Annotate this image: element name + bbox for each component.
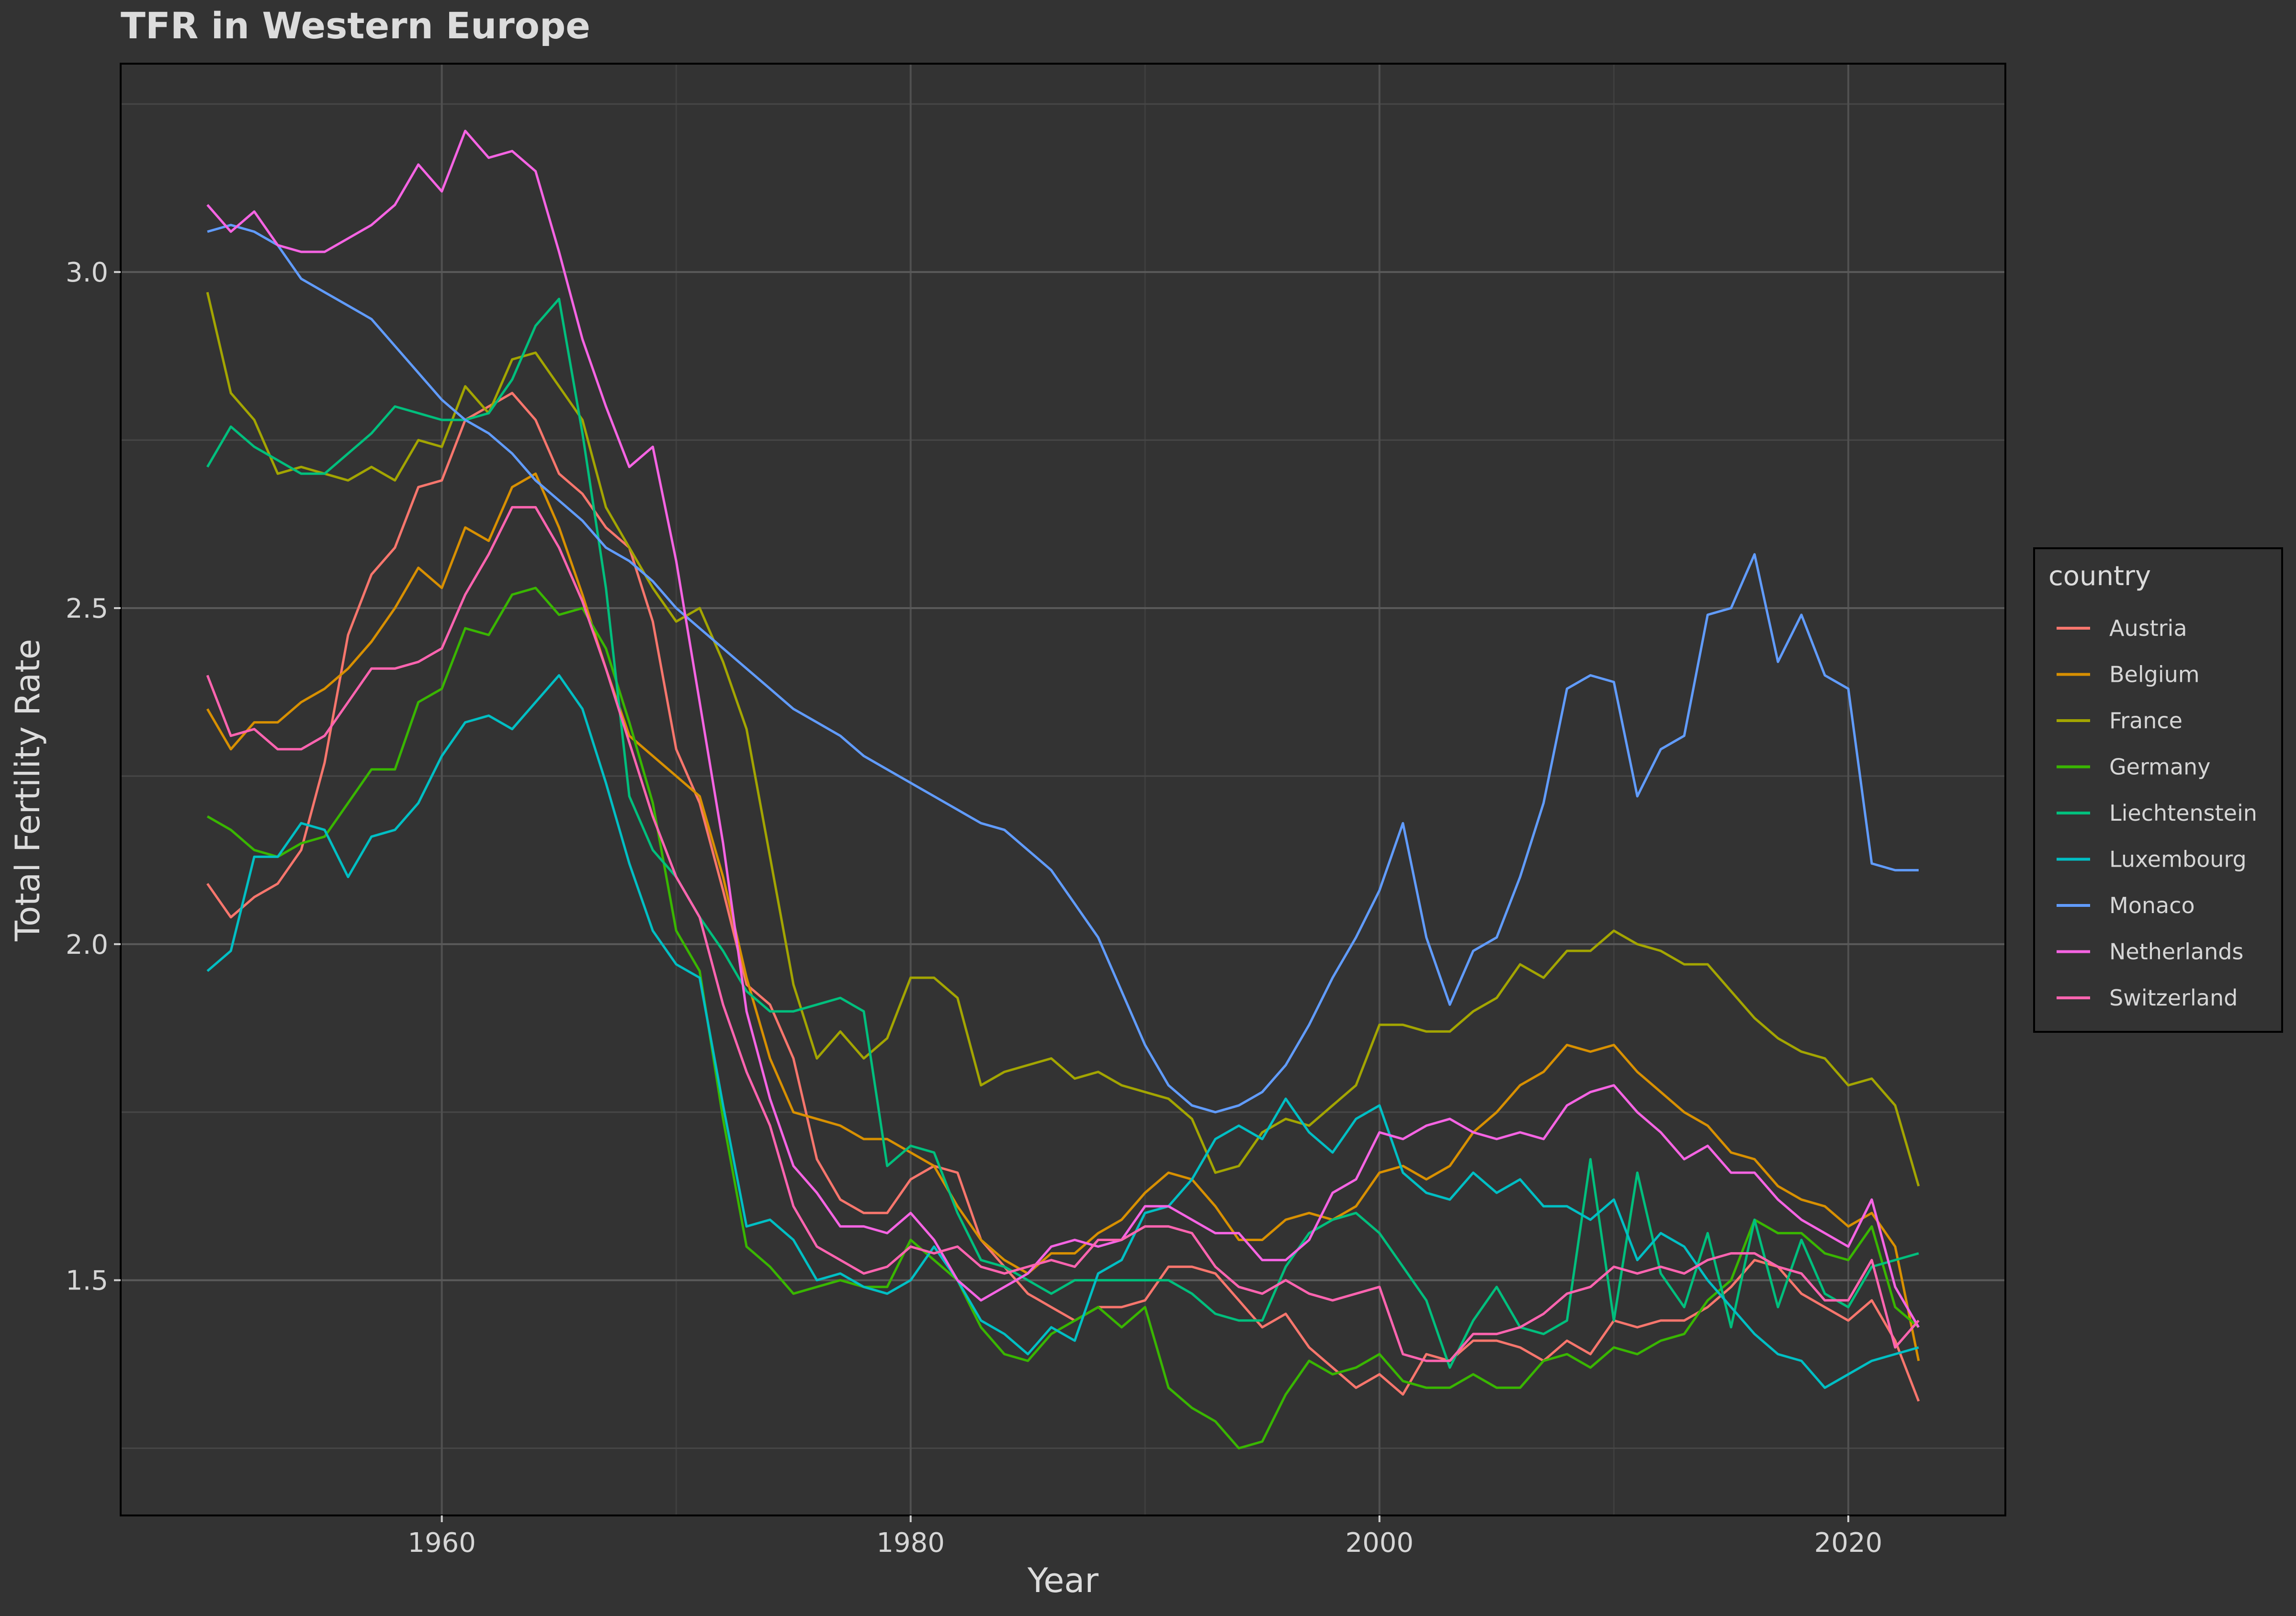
series-line-france: [206, 292, 1920, 1187]
legend-label-france: France: [2109, 708, 2183, 734]
y-tick-label: 3.0: [66, 257, 108, 288]
x-axis-ticks: 1960 1980 2000 2020: [407, 1515, 1882, 1559]
legend-label-germany: Germany: [2109, 754, 2210, 780]
legend-label-netherlands: Netherlands: [2109, 939, 2243, 965]
series-line-germany: [206, 587, 1920, 1450]
chart-title: TFR in Western Europe: [121, 4, 590, 47]
x-tick-label: 2000: [1346, 1527, 1414, 1559]
series-line-belgium: [206, 472, 1920, 1361]
grid: [121, 64, 2005, 1515]
y-tick-label: 1.5: [66, 1266, 108, 1297]
legend-label-liechtenstein: Liechtenstein: [2109, 800, 2257, 826]
y-axis-title: Total Fertility Rate: [8, 639, 47, 941]
y-tick-label: 2.0: [66, 929, 108, 961]
legend-label-monaco: Monaco: [2109, 893, 2195, 918]
legend-label-austria: Austria: [2109, 615, 2187, 641]
x-tick-label: 1960: [407, 1527, 476, 1559]
series-line-luxembourg: [206, 674, 1919, 1389]
legend-label-switzerland: Switzerland: [2109, 985, 2238, 1011]
series-line-switzerland: [206, 506, 1920, 1362]
series-line-monaco: [207, 224, 1919, 1114]
legend-label-luxembourg: Luxembourg: [2109, 847, 2247, 872]
legend-items: Austria Belgium France Germany Liechtenstein…: [2057, 615, 2257, 1011]
series-line-netherlands: [206, 129, 1920, 1328]
legend-title: country: [2048, 561, 2151, 592]
series-lines: [206, 129, 1920, 1450]
x-tick-label: 2020: [1814, 1527, 1883, 1559]
legend: country Austria Belgium France Germany Liech…: [2033, 547, 2283, 1033]
x-tick-label: 1980: [877, 1527, 945, 1559]
legend-label-belgium: Belgium: [2109, 662, 2200, 688]
x-axis-title: Year: [1027, 1561, 1098, 1600]
series-line-liechtenstein: [206, 297, 1919, 1369]
y-axis-ticks: 1.5 2.0 2.5 3.0: [66, 257, 121, 1297]
y-tick-label: 2.5: [66, 593, 108, 624]
plot-border: [120, 63, 2006, 1516]
